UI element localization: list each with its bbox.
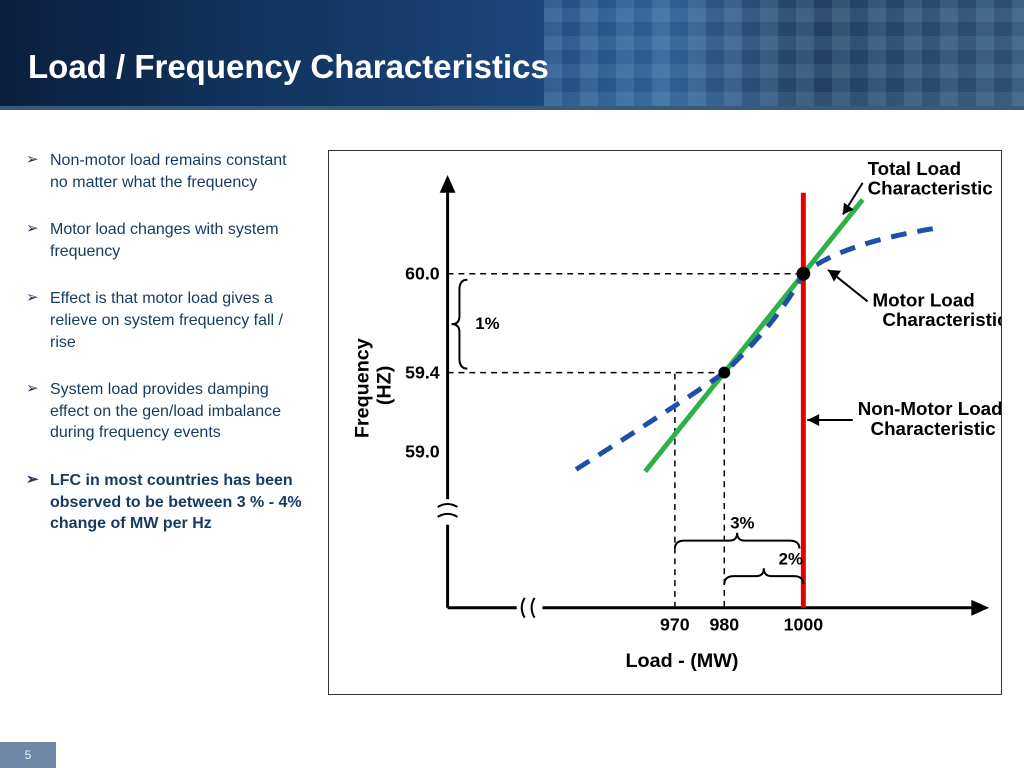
y-brace: 1%	[452, 280, 500, 369]
helper-dashes	[448, 274, 804, 608]
xtick-1000: 1000	[784, 615, 824, 635]
point-980-594	[718, 367, 730, 379]
page-number: 5	[25, 748, 32, 762]
bullet-list: Non-motor load remains constant no matte…	[26, 150, 306, 714]
ytick-594: 59.4	[405, 363, 440, 383]
ytick-60: 60.0	[405, 264, 440, 284]
bullet-item: Effect is that motor load gives a reliev…	[26, 288, 306, 353]
slide-title: Load / Frequency Characteristics	[28, 48, 549, 86]
total-load-line	[645, 200, 862, 472]
svg-text:Motor Load Character: Motor Load Characteristic	[873, 289, 1001, 330]
content-area: Non-motor load remains constant no matte…	[26, 150, 1002, 714]
slide-header: Load / Frequency Characteristics	[0, 0, 1024, 110]
x-axis-label: Load - (MW)	[625, 650, 738, 672]
y-axis-label: Frequency (HZ)	[352, 333, 396, 438]
svg-text:2%: 2%	[779, 549, 803, 568]
xtick-970: 970	[660, 615, 690, 635]
annotation-non-motor-load: Non-Motor Load Characteristic	[807, 398, 1001, 439]
page-number-tab: 5	[0, 742, 56, 768]
svg-text:Non-Motor Load Chara: Non-Motor Load Characteristic	[858, 398, 1001, 439]
bullet-item: LFC in most countries has been observed …	[26, 470, 306, 535]
ytick-59: 59.0	[405, 442, 440, 462]
bullet-item: Motor load changes with system frequency	[26, 219, 306, 262]
chart-svg: 60.0 59.4 59.0 970 980 1000	[329, 151, 1001, 694]
bullet-item: System load provides damping effect on t…	[26, 379, 306, 444]
point-1000-60	[796, 267, 810, 281]
x-brace-3pct: 3%	[675, 514, 800, 549]
svg-text:1%: 1%	[475, 314, 499, 333]
annotation-total-load: Total Load Characteristic	[843, 158, 993, 215]
svg-text:Frequency (HZ): Frequency (HZ)	[352, 333, 396, 438]
axes	[438, 175, 989, 618]
bullet-item: Non-motor load remains constant no matte…	[26, 150, 306, 193]
xtick-980: 980	[709, 615, 739, 635]
svg-text:Total Load Character: Total Load Characteristic	[868, 158, 993, 199]
svg-text:3%: 3%	[730, 514, 754, 533]
x-brace-2pct: 2%	[724, 549, 803, 584]
annotation-motor-load: Motor Load Characteristic	[828, 270, 1001, 330]
load-frequency-chart: 60.0 59.4 59.0 970 980 1000	[328, 150, 1002, 695]
